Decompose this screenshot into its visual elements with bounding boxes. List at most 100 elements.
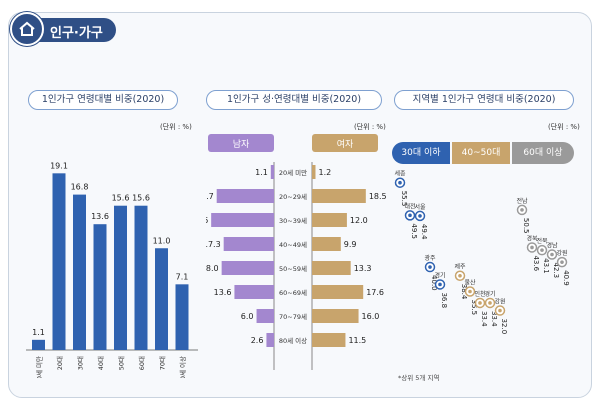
region-value-label: 43.6 (532, 255, 540, 271)
bar-value-label: 15.6 (112, 194, 130, 203)
region-label: 강원 (556, 249, 567, 257)
region-label: 경기 (484, 290, 495, 298)
female-bar (312, 213, 347, 227)
region-value-label: 50.5 (522, 218, 530, 234)
panel1-unit: (단위 : %) (160, 123, 192, 131)
male-header-bar (208, 134, 274, 152)
bar-value-label: 7.1 (176, 272, 189, 281)
category-label: 30대 (77, 356, 85, 370)
female-value-label: 18.5 (369, 192, 386, 201)
female-bar (312, 165, 316, 179)
sex-age-bar-chart: 남자 여자 1.1 1.2 20세 미만 19.7 18.5 20~29세 21.6 12.0 30… (206, 134, 386, 370)
region-value-label: 35.5 (470, 300, 478, 316)
bar (32, 339, 45, 350)
house-icon (10, 12, 44, 46)
bar (52, 173, 66, 350)
region-value-label: 49.5 (410, 223, 418, 239)
bar (73, 194, 86, 350)
region-dot-center (428, 265, 432, 269)
age-category-label: 20세 미만 (279, 168, 307, 177)
region-value-label: 38.4 (460, 284, 468, 300)
female-value-label: 12.0 (350, 216, 368, 225)
female-value-label: 17.6 (366, 288, 384, 297)
section-header: 인구·가구 (6, 12, 116, 48)
region-value-label: 33.4 (480, 311, 488, 327)
bar-value-label: 19.1 (50, 161, 68, 170)
female-bar (312, 261, 351, 275)
region-dot-center (530, 245, 534, 250)
region-label: 경북 (526, 235, 538, 242)
male-value-label: 13.6 (214, 288, 232, 297)
female-value-label: 9.9 (344, 240, 357, 249)
panel3-note: *상위 5개 지역 (398, 374, 440, 382)
region-label: 울산 (464, 279, 476, 287)
region-dot-center (498, 308, 502, 313)
region-dot-center (468, 289, 472, 294)
region-label: 강원 (494, 298, 505, 306)
header-band (30, 18, 116, 42)
female-bar (312, 309, 359, 323)
region-dot-center (520, 208, 524, 212)
male-bar (211, 213, 274, 227)
region-value-label: 36.8 (440, 292, 448, 308)
section-title: 인구·가구 (50, 26, 103, 41)
bar (175, 284, 189, 350)
male-value-label: 19.7 (206, 192, 214, 201)
bar-value-label: 13.6 (91, 212, 109, 221)
male-bar (234, 285, 274, 299)
region-label: 전북 (536, 237, 548, 245)
male-bar (256, 309, 274, 323)
region-label: 경남 (546, 242, 558, 250)
male-value-label: 6.0 (241, 312, 254, 321)
female-bar (312, 285, 364, 299)
region-label: 광주 (424, 255, 436, 262)
region-dot-center (540, 248, 544, 252)
panel2-title: 1인가구 성·연령대별 비중(2020) (206, 90, 382, 110)
category-label: 20세 미만 (35, 356, 44, 378)
category-label: 50대 (118, 356, 126, 370)
region-dot-center (458, 273, 462, 278)
region-label: 세종 (394, 170, 406, 178)
bar (114, 205, 127, 350)
region-dot-chart: 세종55.5대전49.5서울49.4광주40.0경기36.8제주38.4울산35… (394, 170, 570, 335)
female-header-bar (312, 134, 378, 152)
region-dot-center (408, 213, 412, 218)
bar-value-label: 1.1 (32, 328, 45, 337)
female-bar (312, 333, 346, 347)
age-category-label: 60~69세 (279, 288, 307, 297)
region-label: 전남 (516, 197, 528, 205)
female-value-label: 16.0 (362, 312, 380, 321)
male-bar (266, 333, 274, 347)
male-bar (221, 261, 274, 275)
group-tab-60s-over: 60대 이상 (512, 142, 574, 164)
region-label: 경기 (434, 271, 445, 279)
region-dot-center (560, 260, 564, 264)
category-label: 60대 (138, 356, 146, 370)
age-category-label: 70~79세 (279, 312, 307, 321)
female-value-label: 11.5 (348, 336, 366, 345)
age-category-label: 20~29세 (279, 192, 307, 201)
category-label: 70대 (159, 356, 167, 370)
bar (155, 248, 168, 350)
region-value-label: 40.0 (430, 275, 438, 291)
male-value-label: 18.0 (206, 264, 219, 273)
panel1-title: 1인가구 연령대별 비중(2020) (28, 90, 178, 110)
region-value-label: 55.5 (400, 191, 408, 207)
age-category-label: 80세 이상 (279, 336, 307, 345)
male-value-label: 21.6 (206, 216, 208, 225)
region-dot-center (418, 214, 422, 218)
region-dot-center (438, 282, 442, 287)
female-legend-label: 여자 (337, 138, 354, 150)
female-bar (312, 237, 341, 251)
region-label: 서울 (414, 203, 426, 211)
female-value-label: 13.3 (354, 264, 372, 273)
region-label: 대전 (404, 202, 415, 210)
male-value-label: 17.3 (206, 240, 221, 249)
region-label: 제주 (454, 263, 466, 271)
region-dot-center (488, 301, 492, 305)
bar-value-label: 11.0 (153, 236, 171, 245)
male-legend-label: 남자 (233, 139, 250, 150)
bar (134, 205, 148, 350)
age-category-label: 30~39세 (279, 216, 307, 225)
region-value-label: 32.0 (500, 319, 508, 335)
